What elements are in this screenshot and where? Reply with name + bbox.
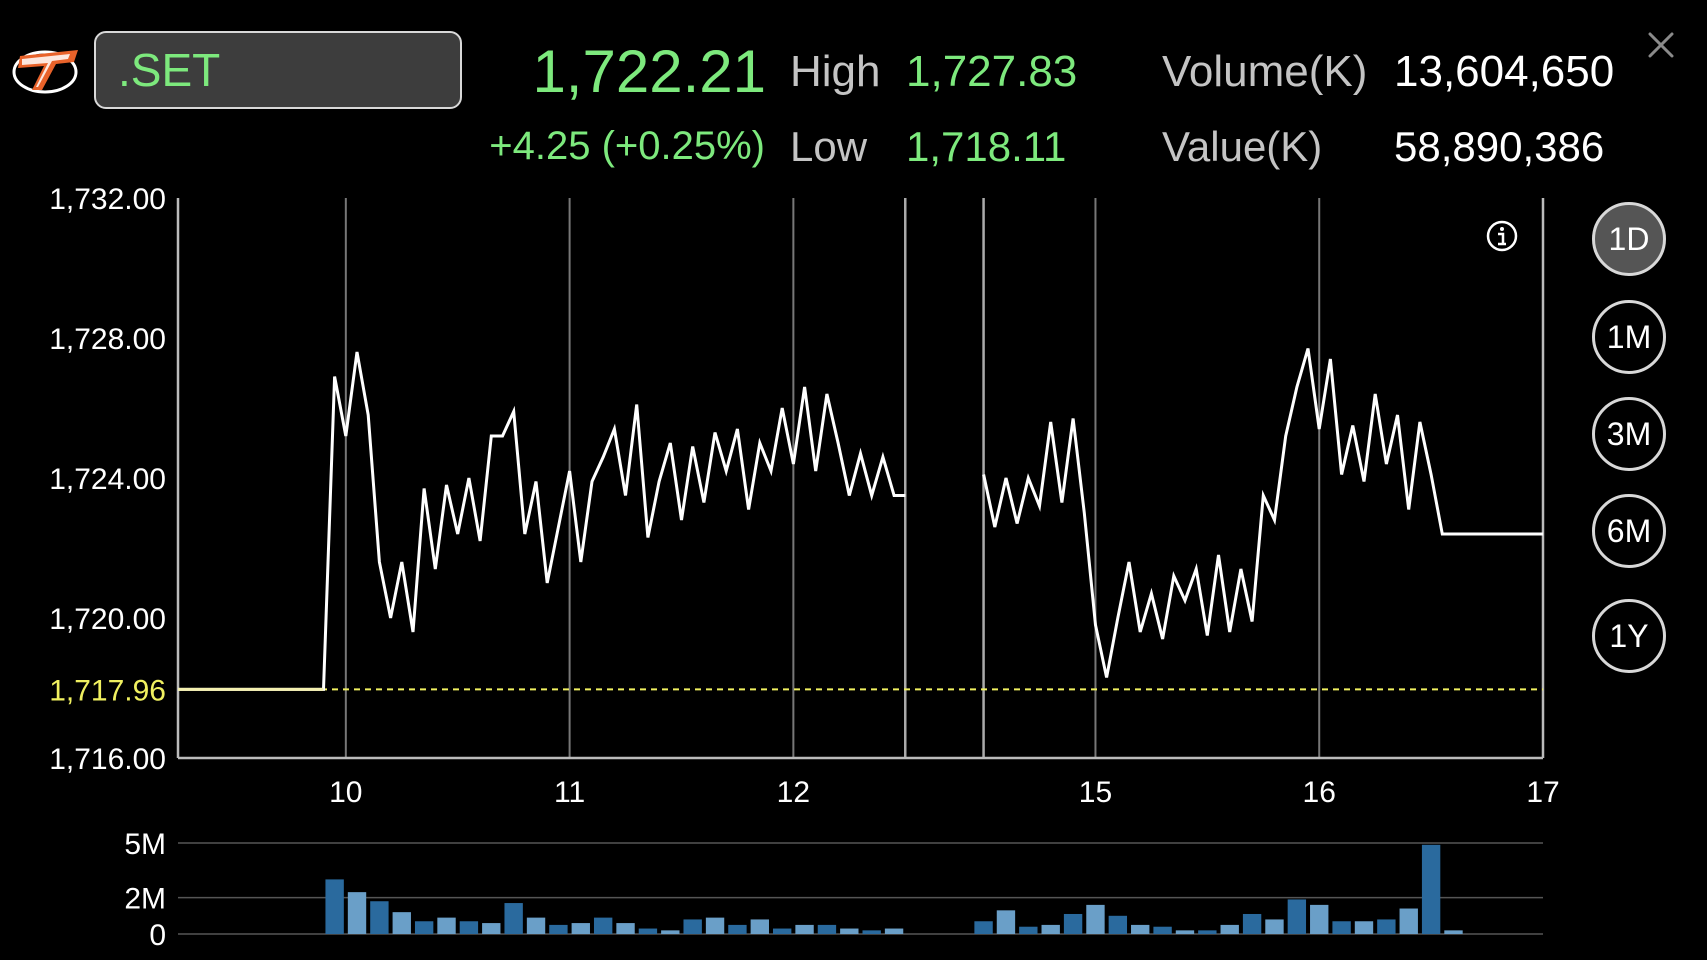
volume-bar [1287, 899, 1307, 934]
volume-bar [974, 921, 993, 934]
volume-bar [414, 921, 434, 934]
trading-logo-icon [12, 50, 78, 94]
volume-bar [1377, 919, 1396, 934]
x-tick-label: 17 [1526, 776, 1559, 809]
volume-bar [795, 924, 814, 934]
volume-tick-label: 2M [124, 883, 166, 916]
period-button-1y[interactable]: 1Y [1592, 599, 1666, 673]
y-tick-label: 1,732.00 [49, 183, 166, 216]
volume-bar [1198, 930, 1217, 934]
volume-bar [862, 930, 881, 934]
volume-bar [1354, 921, 1374, 934]
volume-bar [996, 910, 1016, 934]
x-tick-label: 12 [777, 776, 810, 809]
volume-tick-label: 5M [124, 828, 166, 861]
volume-bar [1086, 904, 1105, 934]
volume-bar [1310, 904, 1329, 934]
x-tick-label: 15 [1079, 776, 1112, 809]
x-tick-label: 10 [329, 776, 362, 809]
info-icon[interactable] [1485, 219, 1519, 253]
volume-bar [638, 928, 658, 934]
volume-bar [1041, 924, 1060, 934]
volume-bar [772, 928, 792, 934]
volume-bar [750, 919, 769, 934]
high-value: 1,727.83 [906, 47, 1078, 96]
x-tick-label: 11 [554, 776, 585, 809]
volume-bar [549, 924, 568, 934]
value-value: 58,890,386 [1394, 123, 1605, 170]
prev-close-label: 1,717.96 [49, 674, 166, 707]
volume-bar [1175, 930, 1195, 934]
price-line-segment [982, 348, 1543, 678]
volume-value: 13,604,650 [1394, 47, 1615, 96]
period-button-1d[interactable]: 1D [1592, 202, 1666, 276]
volume-bar [1153, 926, 1172, 934]
volume-label: Volume(K) [1162, 47, 1368, 96]
period-button-6m[interactable]: 6M [1592, 494, 1666, 568]
volume-bar [1108, 915, 1128, 934]
last-price: 1,722.21 [532, 38, 766, 105]
volume-bar [616, 923, 635, 934]
volume-bar [347, 892, 367, 934]
volume-bar [1444, 930, 1463, 934]
period-button-3m[interactable]: 3M [1592, 397, 1666, 471]
volume-bar [1265, 919, 1284, 934]
volume-bar [571, 923, 590, 934]
y-tick-label: 1,720.00 [49, 603, 166, 636]
close-icon[interactable] [1644, 28, 1678, 62]
volume-bar [504, 903, 523, 934]
volume-bar [593, 917, 613, 934]
low-value: 1,718.11 [906, 123, 1067, 170]
volume-bar [705, 917, 725, 934]
volume-tick-label: 0 [149, 919, 166, 952]
volume-bar [1131, 924, 1150, 934]
volume-bar [482, 923, 501, 934]
volume-bar [1220, 924, 1239, 934]
volume-bar [1019, 926, 1038, 934]
price-change: +4.25 (+0.25%) [489, 124, 765, 168]
volume-bar [1063, 913, 1083, 934]
volume-bar [1242, 913, 1262, 934]
price-line-segment [178, 351, 906, 691]
high-label: High [790, 47, 881, 96]
y-tick-label: 1,716.00 [49, 743, 166, 776]
y-tick-label: 1,724.00 [49, 463, 166, 496]
value-label: Value(K) [1162, 123, 1323, 170]
volume-bar [683, 919, 702, 934]
volume-bar [840, 928, 859, 934]
volume-bar [526, 917, 546, 934]
symbol-input[interactable]: .SET [94, 31, 462, 109]
volume-bar [325, 879, 344, 934]
volume-bar [392, 912, 411, 934]
volume-bar [884, 928, 904, 934]
volume-bar [728, 924, 747, 934]
volume-bar [370, 901, 389, 934]
volume-bar [1421, 844, 1441, 934]
volume-bar [817, 924, 837, 934]
volume-bar [1399, 908, 1418, 934]
x-tick-label: 16 [1303, 776, 1336, 809]
volume-bar [459, 921, 479, 934]
volume-bar [1332, 921, 1351, 934]
volume-bar [437, 917, 456, 934]
low-label: Low [790, 123, 868, 170]
volume-bar [661, 930, 680, 934]
y-tick-label: 1,728.00 [49, 323, 166, 356]
period-button-1m[interactable]: 1M [1592, 300, 1666, 374]
